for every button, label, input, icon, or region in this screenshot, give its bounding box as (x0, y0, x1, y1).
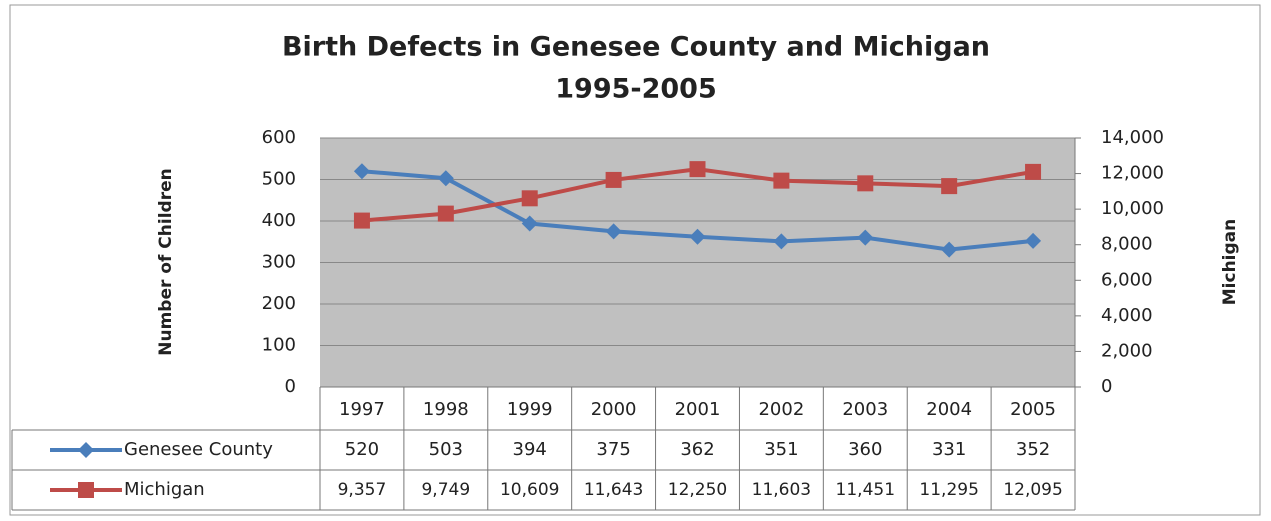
y2-tick-label: 10,000 (1101, 198, 1164, 219)
point (689, 161, 706, 178)
point (521, 215, 538, 232)
point (437, 205, 454, 222)
table-value: 331 (932, 439, 966, 460)
table-value: 394 (513, 439, 547, 460)
point (941, 241, 958, 258)
table-value: 360 (848, 439, 882, 460)
y2-tick-label: 4,000 (1101, 305, 1153, 326)
table-value: 10,609 (500, 480, 559, 500)
y2-tick-label: 6,000 (1101, 269, 1153, 290)
point (773, 172, 790, 189)
y2-tick-label: 12,000 (1101, 163, 1164, 184)
table-value: 9,357 (338, 480, 387, 500)
legend-label: Genesee County (124, 439, 273, 460)
point (521, 190, 538, 207)
y-tick-label: 300 (262, 252, 296, 273)
y-tick-label: 200 (262, 293, 296, 314)
point (689, 228, 706, 245)
point (437, 170, 454, 187)
point (353, 163, 370, 180)
table-value: 11,603 (752, 480, 811, 500)
x-tick-label: 2002 (758, 399, 804, 420)
y-tick-label: 100 (262, 335, 296, 356)
point (857, 175, 874, 192)
x-tick-label: 2001 (675, 399, 721, 420)
y-tick-label: 500 (262, 169, 296, 190)
table-value: 352 (1016, 439, 1050, 460)
table-value: 12,250 (668, 480, 727, 500)
legend-label: Michigan (124, 479, 205, 500)
point (773, 233, 790, 250)
y-tick-label: 400 (262, 210, 296, 231)
y2-axis-label: Michigan (1220, 219, 1240, 306)
x-tick-label: 2000 (591, 399, 637, 420)
table-value: 9,749 (421, 480, 470, 500)
table-value: 11,451 (836, 480, 895, 500)
chart-subtitle: 1995-2005 (555, 74, 717, 105)
point (605, 223, 622, 240)
y2-tick-label: 0 (1101, 376, 1112, 397)
table-value: 11,643 (584, 480, 643, 500)
table-value: 12,095 (1003, 480, 1062, 500)
y-axis-label: Number of Children (156, 168, 176, 355)
table-value: 520 (345, 439, 379, 460)
y-tick-label: 600 (262, 127, 296, 148)
y-tick-label: 0 (285, 376, 296, 397)
x-tick-label: 1999 (507, 399, 553, 420)
table-value: 351 (764, 439, 798, 460)
table-value: 11,295 (919, 480, 978, 500)
point (1025, 163, 1042, 180)
x-tick-label: 2004 (926, 399, 972, 420)
legend-marker (78, 482, 94, 498)
y2-tick-label: 8,000 (1101, 234, 1153, 255)
legend-marker (78, 442, 94, 458)
point (353, 212, 370, 229)
x-tick-label: 2003 (842, 399, 888, 420)
table-value: 503 (429, 439, 463, 460)
point (1025, 232, 1042, 249)
point (605, 171, 622, 188)
table-value: 362 (680, 439, 714, 460)
x-tick-label: 1998 (423, 399, 469, 420)
x-tick-label: 1997 (339, 399, 385, 420)
y2-tick-label: 2,000 (1101, 340, 1153, 361)
table-value: 375 (596, 439, 630, 460)
x-tick-label: 2005 (1010, 399, 1056, 420)
point (941, 178, 958, 195)
y2-tick-label: 14,000 (1101, 127, 1164, 148)
chart-title: Birth Defects in Genesee County and Mich… (282, 32, 990, 63)
point (857, 229, 874, 246)
